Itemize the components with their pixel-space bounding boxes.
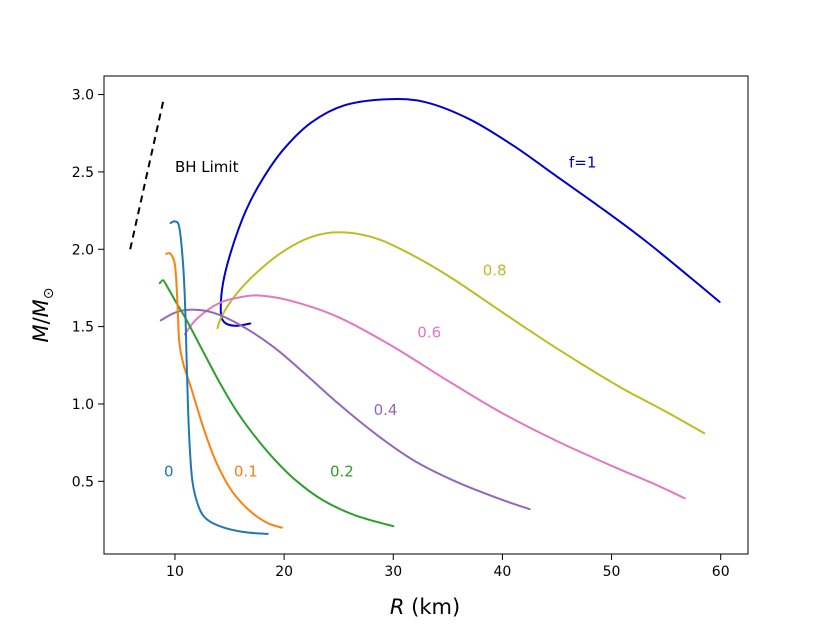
y-tick-label-1: 1.0 [72,397,94,413]
series-label-1: 0.8 [483,262,507,280]
y-tick-label-3: 2.0 [72,242,94,258]
axes: 10 20 30 40 50 60 0.5 1.0 1.5 2.0 2.5 3.0 [72,75,749,580]
x-tick-label-40: 40 [493,564,511,580]
y-tick-label-4: 2.5 [72,165,94,181]
y-tick-label-0: 0.5 [72,474,94,490]
series-label-4: 0.2 [330,463,354,481]
x-tick-label-10: 10 [166,564,184,580]
series-label-5: 0.1 [234,463,258,481]
x-tick-label-30: 30 [384,564,402,580]
y-axis-label: M/M⊙ [29,287,57,342]
series-line-4 [158,279,395,528]
series-line-5 [165,252,283,529]
series-label-3: 0.4 [374,401,398,419]
bh-limit-label: BH Limit [175,158,239,176]
x-axis-label: R (km) [390,595,460,619]
x-tick-label-60: 60 [712,564,730,580]
bh-limit-line [129,97,166,250]
plot-area: BH Limit f=1 0.8 0.6 0.4 0.2 0.1 0 [129,97,721,535]
series-line-1 [216,231,706,435]
series-label-6: 0 [164,463,174,481]
series-line-3 [159,308,531,511]
series-line-6 [169,220,269,535]
y-tick-label-2: 1.5 [72,320,94,336]
series-line-0 [219,97,721,327]
y-tick-label-5: 3.0 [72,88,94,104]
series-label-2: 0.6 [417,323,441,341]
x-tick-label-50: 50 [603,564,621,580]
axes-frame [103,75,749,555]
x-tick-label-20: 20 [275,564,293,580]
series-line-2 [183,294,686,500]
series-label-0: f=1 [569,153,596,171]
